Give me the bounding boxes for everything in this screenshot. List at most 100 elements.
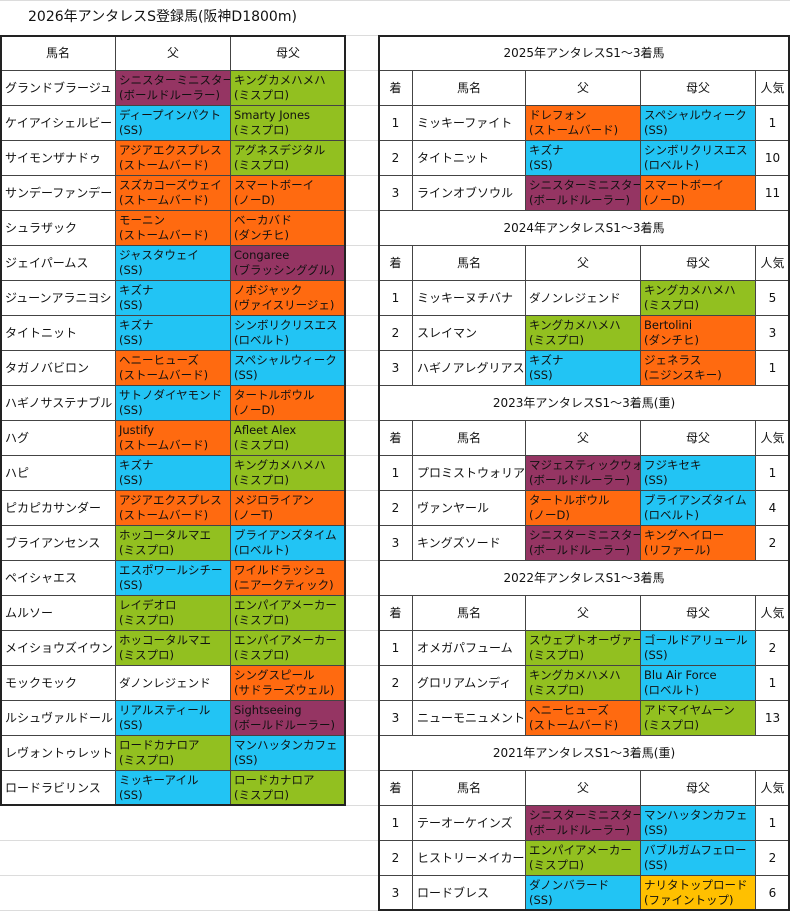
header-cell: 父 [525, 770, 641, 806]
sire-cell: ヘニーヒューズ (ストームバード) [525, 700, 641, 736]
sire-line: (ニアークティック) [234, 578, 334, 592]
horse-name: ロードラビリンス [5, 780, 101, 795]
sire-name: スマートボーイ [644, 178, 725, 192]
sire-cell: ドレフォン (ストームバード) [525, 105, 641, 141]
sire-line: (ストームバード) [119, 193, 209, 207]
sire-name: アジアエクスプレス [119, 493, 222, 507]
rank: 3 [391, 360, 400, 375]
sire-line: (ボールドルーラー) [234, 718, 335, 732]
sire-name: リアルスティール [119, 703, 211, 717]
rank-cell: 1 [378, 105, 413, 141]
horse-name: ミッキーヌチバナ [417, 290, 514, 305]
sire-cell: ダノンレジェンド [525, 280, 641, 316]
rank: 2 [391, 675, 400, 690]
sire-line: (ストームバード) [119, 368, 209, 382]
sire-line: (ロベルト) [644, 683, 699, 697]
sire-name: ダノンレジェンド [529, 290, 621, 305]
sire-line: (ノーD) [644, 193, 685, 207]
sire-line: (SS) [644, 823, 668, 837]
sire-line: (SS) [234, 368, 258, 382]
sire-line: (SS) [119, 263, 143, 277]
header-text: 人気 [760, 80, 785, 95]
sire-cell: キズナ (SS) [115, 280, 231, 316]
rank: 3 [391, 535, 400, 550]
sire-name: キズナ [529, 143, 564, 157]
sire-cell: ジャスタウェイ (SS) [115, 245, 231, 281]
popularity-cell: 2 [755, 525, 790, 561]
dam-sire-cell: タートルボウル (ノーD) [230, 385, 346, 421]
horse-name: プロミストウォリア [417, 465, 526, 480]
header-cell: 母父 [640, 420, 756, 456]
sire-line: (ミスプロ) [119, 753, 174, 767]
popularity-cell: 4 [755, 490, 790, 526]
dam-sire-cell: エンパイアメーカー (ミスプロ) [230, 630, 346, 666]
sire-line: (SS) [119, 718, 143, 732]
rank: 1 [391, 465, 400, 480]
popularity-cell: 1 [755, 105, 790, 141]
sire-line: (ミスプロ) [119, 613, 174, 627]
rank: 3 [391, 185, 400, 200]
sire-name: フジキセキ [644, 458, 702, 472]
sire-line: (ノーD) [234, 403, 275, 417]
sire-line: (ミスプロ) [529, 858, 584, 872]
rank: 3 [391, 885, 400, 900]
section-title: 2024年アンタレスS1～3着馬 [378, 210, 790, 246]
popularity: 4 [768, 500, 777, 515]
dam-sire-cell: アドマイヤムーン (ミスプロ) [640, 700, 756, 736]
horse-cell: サンデーファンデー [0, 175, 116, 211]
sire-name: スペシャルウィーク [644, 108, 747, 122]
section-title: 2022年アンタレスS1～3着馬 [378, 560, 790, 596]
sire-cell: シニスターミニスター (ボールドルーラー) [115, 70, 231, 106]
sire-name: シングスピール [234, 668, 315, 682]
horse-cell: ハピ [0, 455, 116, 491]
header-cell: 父 [525, 70, 641, 106]
sire-name: シンボリクリスエス [644, 143, 748, 157]
dam-sire-cell: キングヘイロー (リファール) [640, 525, 756, 561]
sire-line: (ボールドルーラー) [529, 473, 630, 487]
horse-name: ルシュヴァルドール [5, 710, 114, 725]
header-text: 父 [576, 430, 589, 445]
sire-cell: ミッキーアイル (SS) [115, 770, 231, 806]
rank-cell: 2 [378, 315, 413, 351]
sire-name: マンハッタンカフェ [234, 738, 338, 752]
sire-line: (サドラーズウェル) [234, 683, 335, 697]
sire-line: (SS) [119, 333, 143, 347]
dam-sire-cell: ベーカバド (ダンチヒ) [230, 210, 346, 246]
horse-cell: テーオーケインズ [412, 805, 526, 841]
horse-cell: モックモック [0, 665, 116, 701]
sire-name: アドマイヤムーン [644, 703, 735, 717]
rank-cell: 3 [378, 875, 413, 911]
sire-name: エンパイアメーカー [234, 633, 337, 647]
header-cell: 着 [378, 770, 413, 806]
header-cell: 馬名 [412, 770, 526, 806]
section-title-text: 2023年アンタレスS1～3着馬(重) [492, 395, 676, 410]
dam-sire-cell: Congaree (ブラッシンググル) [230, 245, 346, 281]
horse-name: ムルソー [5, 605, 54, 620]
sire-name: スマートボーイ [234, 178, 315, 192]
header-cell: 着 [378, 245, 413, 281]
sire-name: ダノンバラード [529, 878, 610, 892]
rank: 2 [391, 500, 400, 515]
dam-sire-cell: キングカメハメハ (ミスプロ) [640, 280, 756, 316]
dam-sire-cell: マンハッタンカフェ (SS) [230, 735, 346, 771]
header-text: 人気 [760, 430, 785, 445]
horse-cell: メイショウズイウン [0, 630, 116, 666]
sire-name: ワイルドラッシュ [234, 563, 326, 577]
header-text: 馬名 [456, 605, 481, 620]
horse-name: タイトニット [5, 325, 78, 340]
sire-line: (ロベルト) [644, 158, 699, 172]
sire-name: スペシャルウィーク [234, 353, 337, 367]
section-title: 2023年アンタレスS1～3着馬(重) [378, 385, 790, 421]
header-text: 着 [389, 430, 402, 445]
sire-line: (ノーT) [234, 508, 273, 522]
rank-cell: 2 [378, 140, 413, 176]
sire-line: (ストームバード) [119, 228, 209, 242]
horse-name: ペイシャエス [5, 570, 78, 585]
popularity-cell: 1 [755, 455, 790, 491]
sire-name: ホッコータルマエ [119, 528, 211, 542]
sire-name: Bertolini [644, 318, 693, 332]
sire-name: アジアエクスプレス [119, 143, 222, 157]
sire-name: シンボリクリスエス [234, 318, 338, 332]
horse-cell: ピカピカサンダー [0, 490, 116, 526]
popularity: 1 [768, 115, 777, 130]
